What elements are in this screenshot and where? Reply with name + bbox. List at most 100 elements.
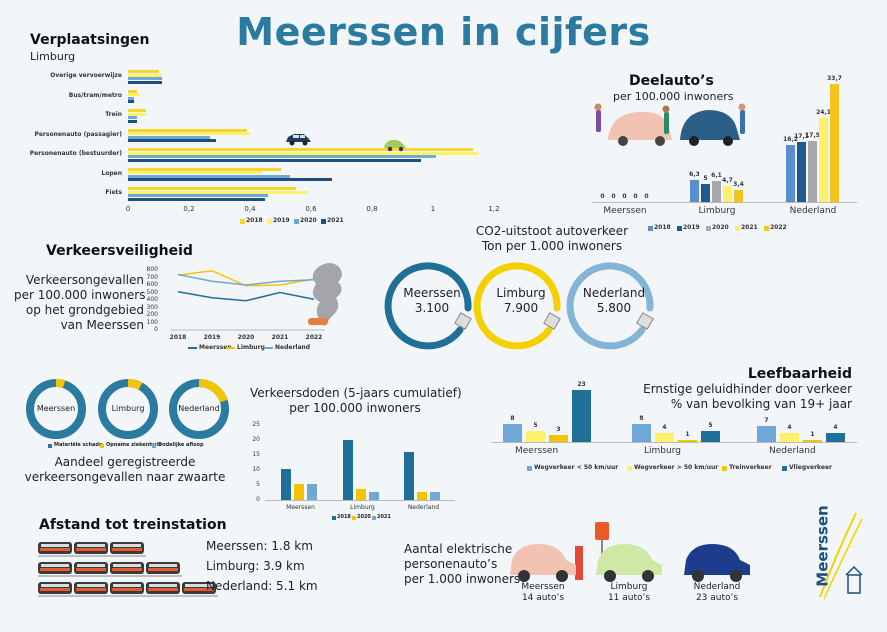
deelautos-legend-label: 2020 bbox=[712, 224, 729, 231]
deelautos-bar bbox=[808, 140, 817, 202]
veiligheid-desc-line2: per 100.000 inwoners bbox=[14, 288, 146, 302]
co2-gauge-ring bbox=[566, 262, 654, 350]
veiligheid-desc-line3: op het grondgebied bbox=[25, 303, 144, 317]
leefbaarheid-bar bbox=[549, 435, 568, 442]
veiligheid-description: Verkeersongevallen per 100.000 inwoners … bbox=[14, 273, 146, 333]
leefbaarheid-bar bbox=[572, 390, 591, 442]
elektrisch-label-line2: personenauto’s bbox=[404, 557, 498, 571]
leefbaarheid-bar bbox=[632, 423, 651, 442]
deelautos-bar bbox=[786, 145, 795, 202]
verkeersdoden-bar bbox=[356, 489, 366, 500]
co2-gauge-arc bbox=[473, 262, 561, 350]
veiligheid-ytick-label: 600 bbox=[146, 281, 158, 288]
verkeersdoden-ytick-label: 15 bbox=[252, 451, 260, 458]
dark-car-icon bbox=[286, 134, 311, 146]
deelautos-bar bbox=[797, 142, 806, 202]
leefbaarheid-legend-swatch bbox=[782, 466, 787, 471]
deelautos-axis-line bbox=[592, 202, 857, 203]
leefbaarheid-bar bbox=[803, 439, 822, 442]
zwaarte-donut bbox=[98, 379, 158, 439]
leefbaarheid-value-label: 1 bbox=[685, 430, 690, 438]
verkeersdoden-axis bbox=[265, 500, 455, 501]
fuel-pump-icon bbox=[636, 312, 654, 330]
people-with-shared-cars-illustration bbox=[594, 103, 746, 146]
verplaatsingen-title: Verplaatsingen bbox=[30, 32, 150, 48]
charging-sign-icon bbox=[595, 522, 609, 540]
verkeersdoden-group-label: Nederland bbox=[407, 504, 440, 511]
verplaatsingen-bar bbox=[128, 77, 162, 81]
veiligheid-ytick-label: 500 bbox=[146, 288, 158, 296]
zwaarte-donut bbox=[169, 379, 229, 439]
deelautos-value-label: 0 bbox=[622, 193, 627, 200]
verplaatsingen-tick-label: 0,6 bbox=[305, 205, 317, 213]
train-stripe bbox=[76, 588, 106, 591]
deelautos-value-label: 0 bbox=[644, 193, 649, 200]
verplaatsingen-category-label: Lopen bbox=[101, 169, 122, 177]
leefbaarheid-legend-label: Vliegverkeer bbox=[789, 464, 832, 471]
electric-car-wheel bbox=[556, 570, 568, 582]
veiligheid-year-label: 2022 bbox=[305, 334, 323, 341]
verkeersdoden-bar bbox=[430, 491, 440, 500]
co2-title: CO2-uitstoot autoverkeer Ton per 1.000 i… bbox=[452, 224, 652, 254]
verplaatsingen-category-label: Trein bbox=[105, 111, 122, 118]
train-stripe bbox=[112, 548, 142, 551]
verplaatsingen-bar bbox=[128, 155, 437, 159]
zwaarte-donut-segment bbox=[98, 379, 158, 439]
verkeersdoden-title-line2: per 100.000 inwoners bbox=[289, 401, 421, 415]
co2-gauge-name: Meerssen bbox=[403, 286, 461, 300]
veiligheid-year-label: 2021 bbox=[271, 334, 289, 341]
charging-station-icon bbox=[575, 546, 583, 580]
leefbaarheid-legend-swatch bbox=[722, 466, 727, 471]
leefbaarheid-bar bbox=[655, 432, 674, 442]
verplaatsingen-bar bbox=[128, 148, 473, 151]
co2-gauge-name: Nederland bbox=[582, 286, 646, 300]
deelautos-bar bbox=[830, 84, 839, 202]
zwaarte-donut-label: Limburg bbox=[111, 404, 145, 413]
verkeersdoden-bar bbox=[417, 491, 427, 500]
verplaatsingen-legend-swatch bbox=[321, 219, 326, 224]
deelautos-bar bbox=[701, 184, 710, 202]
verplaatsingen-bar bbox=[128, 167, 281, 171]
verplaatsingen-bar bbox=[128, 194, 269, 198]
electric-cars-illustration bbox=[510, 522, 750, 582]
verplaatsingen-bar bbox=[128, 73, 162, 77]
leefbaarheid-bar bbox=[503, 423, 522, 442]
co2-gauge-arc bbox=[566, 262, 654, 350]
zwaarte-caption-line2: verkeersongevallen naar zwaarte bbox=[24, 470, 226, 484]
veiligheid-legend-line bbox=[188, 347, 197, 349]
train-stripe bbox=[184, 588, 214, 591]
verplaatsingen-tick-label: 0 bbox=[125, 205, 131, 213]
verplaatsingen-tick-label: 0,2 bbox=[183, 205, 195, 213]
train-window bbox=[77, 544, 105, 547]
zwaarte-legend-swatch bbox=[48, 444, 52, 448]
train-window bbox=[77, 584, 105, 587]
leefbaarheid-legend-label: Wegverkeer < 50 km/uur bbox=[534, 464, 619, 471]
leefbaarheid-value-label: 4 bbox=[787, 423, 792, 431]
deelautos-legend-label: 2018 bbox=[654, 224, 671, 231]
verkeersdoden-ytick-label: 0 bbox=[256, 496, 260, 503]
electric-car-wheel bbox=[692, 570, 704, 582]
verkeersdoden-bar bbox=[281, 468, 291, 500]
verplaatsingen-legend-label: 2019 bbox=[273, 217, 290, 224]
co2-gauge-ring bbox=[384, 262, 472, 350]
electric-car-body bbox=[596, 544, 662, 575]
verplaatsingen-legend-swatch bbox=[294, 219, 299, 224]
veiligheid-year-label: 2019 bbox=[203, 334, 221, 341]
trein-distance-label: Nederland: 5.1 km bbox=[206, 579, 318, 593]
meerssen-logo: Meerssen bbox=[796, 505, 876, 605]
verplaatsingen-tick-label: 1 bbox=[430, 205, 436, 213]
leefbaarheid-value-label: 8 bbox=[510, 414, 515, 422]
charging-sign-pole bbox=[601, 540, 603, 558]
train-icon bbox=[38, 582, 218, 597]
leefbaarheid-sub-line2: % van bevolking van 19+ jaar bbox=[670, 397, 852, 411]
zwaarte-caption: Aandeel geregistreerde verkeersongevalle… bbox=[20, 455, 230, 485]
veiligheid-series-line bbox=[177, 291, 315, 302]
train-stripe bbox=[148, 588, 178, 591]
leefbaarheid-bar bbox=[780, 432, 799, 442]
leefbaarheid-bar bbox=[757, 426, 776, 442]
veiligheid-desc-line4: van Meerssen bbox=[60, 318, 144, 332]
veiligheid-year-label: 2018 bbox=[169, 334, 187, 341]
deelautos-title: Deelauto’s bbox=[629, 73, 714, 89]
elektrisch-car-name: Nederland bbox=[693, 582, 741, 592]
